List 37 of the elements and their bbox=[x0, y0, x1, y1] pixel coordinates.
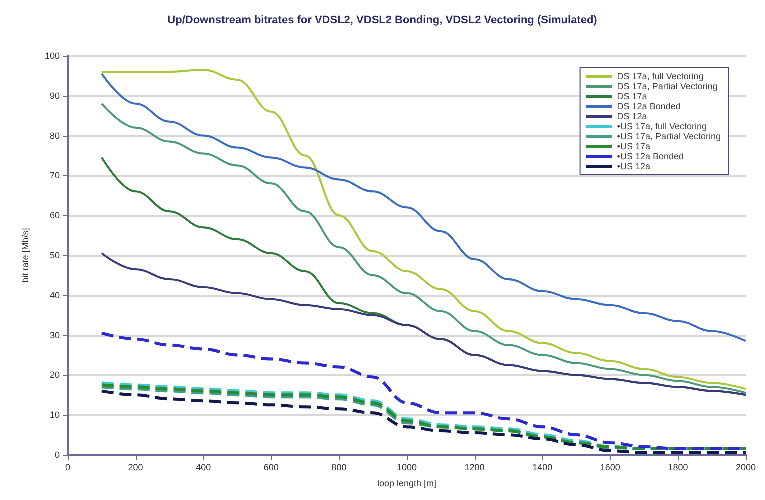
legend-label: •US 17a, full Vectoring bbox=[617, 122, 707, 132]
line-series bbox=[100, 72, 747, 342]
y-tick-label: 100 bbox=[44, 51, 60, 61]
legend-label: DS 12a Bonded bbox=[617, 102, 681, 112]
x-tick-label: 1200 bbox=[464, 462, 485, 472]
y-axis-title: bit rate [Mb/s] bbox=[20, 228, 30, 283]
y-tick-label: 90 bbox=[50, 90, 60, 101]
x-tick-label: 1800 bbox=[668, 462, 688, 472]
legend-label: DS 12a bbox=[617, 112, 648, 122]
y-tick-label: 20 bbox=[50, 370, 60, 380]
x-tick-label: 0 bbox=[65, 462, 71, 472]
legend-label: •US 17a bbox=[617, 142, 650, 152]
y-tick-label: 0 bbox=[54, 450, 60, 460]
y-tick-label: 30 bbox=[50, 330, 60, 340]
line-series bbox=[100, 252, 747, 396]
x-tick-label: 1000 bbox=[396, 462, 418, 472]
y-tick-label: 70 bbox=[50, 170, 60, 181]
x-tick-label: 200 bbox=[128, 462, 144, 472]
legend-label: DS 17a, Partial Vectoring bbox=[617, 82, 718, 92]
chart-title: Up/Downstream bitrates for VDSL2, VDSL2 Bonding, VDSL2 Vectoring (Simulated) bbox=[168, 14, 598, 26]
y-tick-label: 10 bbox=[50, 410, 60, 420]
x-tick-label: 2000 bbox=[736, 462, 756, 472]
x-tick-label: 1600 bbox=[600, 462, 620, 472]
x-tick-label: 400 bbox=[196, 462, 212, 472]
legend-label: •US 12a bbox=[617, 162, 650, 172]
legend-label: DS 17a, full Vectoring bbox=[617, 72, 704, 82]
y-tick-label: 60 bbox=[50, 210, 60, 221]
legend-label: •US 12a Bonded bbox=[617, 152, 684, 162]
x-tick-label: 1400 bbox=[532, 462, 553, 472]
x-axis-title: loop length [m] bbox=[377, 478, 437, 488]
x-tick-label: 800 bbox=[332, 462, 347, 472]
y-tick-label: 40 bbox=[50, 290, 60, 300]
legend-label: •US 17a, Partial Vectoring bbox=[617, 132, 722, 142]
y-tick-label: 50 bbox=[50, 250, 60, 260]
y-tick-label: 80 bbox=[50, 130, 60, 141]
legend-label: DS 17a bbox=[617, 92, 648, 102]
x-tick-label: 600 bbox=[264, 462, 279, 472]
